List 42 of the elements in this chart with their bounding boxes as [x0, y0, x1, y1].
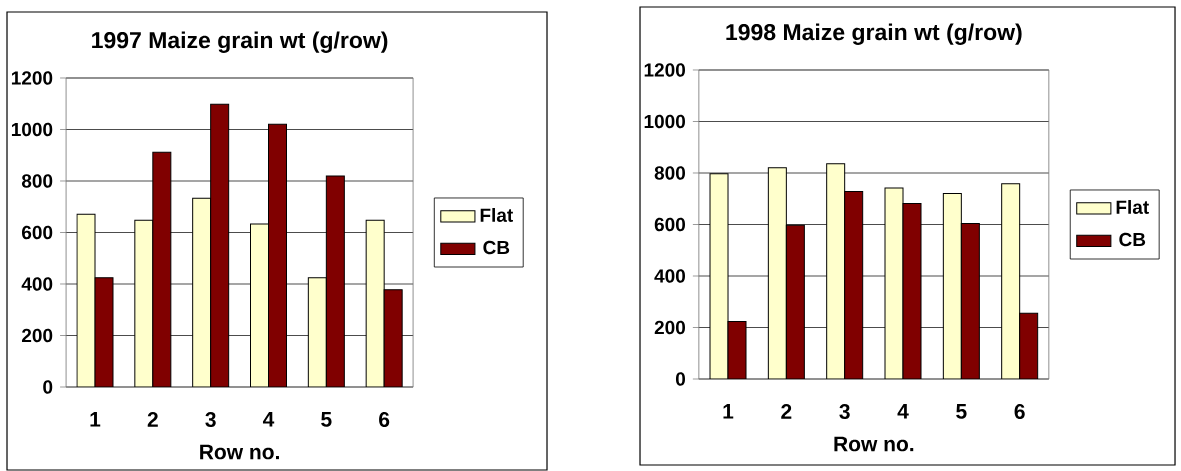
legend-label: Flat — [480, 207, 513, 222]
bar — [1019, 312, 1039, 379]
bar — [844, 191, 863, 379]
bar — [786, 225, 805, 379]
y-tick-label: 400 — [654, 269, 685, 283]
x-tick-label: 2 — [147, 412, 158, 427]
y-tick-label: 800 — [21, 174, 53, 188]
x-tick-label: 4 — [262, 412, 275, 427]
y-tick-label: 400 — [21, 277, 53, 291]
bar — [1001, 183, 1021, 379]
x-tick-label: 5 — [956, 404, 967, 419]
x-tick-label: 5 — [321, 412, 332, 427]
y-tick-label: 200 — [21, 328, 53, 343]
x-axis-title: Row no. — [834, 436, 914, 452]
x-tick-label: 6 — [379, 412, 390, 427]
bar — [826, 163, 845, 379]
x-tick-label: 1 — [723, 404, 734, 419]
x-tick-label: 2 — [781, 404, 792, 419]
x-tick-label: 4 — [897, 404, 909, 419]
bar — [768, 167, 787, 379]
y-tick-label: 200 — [654, 320, 685, 335]
y-tick-label: 0 — [675, 372, 685, 386]
legend-label: CB — [483, 240, 510, 255]
legend-label: CB — [1119, 232, 1146, 247]
x-tick-label: 3 — [839, 404, 850, 419]
chart-title: 1998 Maize grain wt (g/row) — [726, 23, 1022, 45]
y-tick-label: 0 — [43, 380, 53, 394]
y-tick-label: 1200 — [11, 71, 53, 85]
y-tick-label: 1000 — [644, 114, 685, 129]
x-tick-label: 1 — [90, 412, 101, 427]
y-tick-label: 800 — [654, 166, 685, 180]
legend-label: Flat — [1116, 199, 1149, 214]
bar — [943, 193, 962, 379]
y-tick-label: 1000 — [11, 122, 53, 137]
x-tick-label: 6 — [1014, 404, 1025, 419]
y-tick-label: 1200 — [644, 63, 685, 77]
y-tick-label: 600 — [22, 225, 53, 240]
chart-title: 1997 Maize grain wt (g/row) — [92, 31, 388, 53]
bar — [961, 223, 980, 379]
x-axis-title: Row no. — [200, 444, 279, 460]
x-tick-label: 3 — [205, 412, 216, 427]
y-tick-label: 600 — [654, 217, 685, 232]
